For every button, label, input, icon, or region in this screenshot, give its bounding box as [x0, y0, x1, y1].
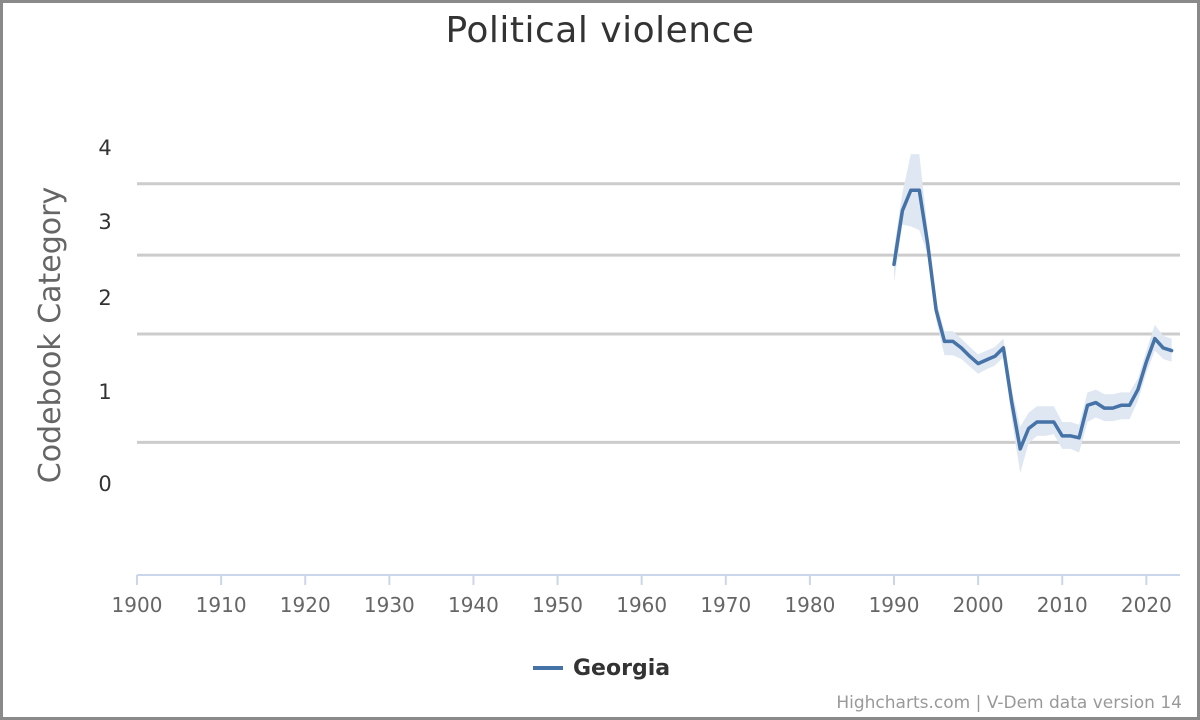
- series-line-georgia: [892, 188, 1174, 451]
- x-tick-label: 2010: [1037, 593, 1088, 617]
- x-tick-label: 1950: [532, 593, 583, 617]
- band-layer: [894, 154, 1172, 473]
- grid-layer: [137, 182, 1180, 444]
- y-tick-label: 0: [98, 472, 111, 496]
- line-layer: [892, 188, 1174, 451]
- y-tick-label: 4: [98, 136, 111, 160]
- x-tick-label: 1970: [700, 593, 751, 617]
- x-tick-label: 1920: [280, 593, 331, 617]
- y-tick-label: 2: [98, 286, 111, 310]
- x-tick-label: 1930: [364, 593, 415, 617]
- y-tick-label: 3: [98, 210, 111, 234]
- y-tick-label: 1: [98, 380, 111, 404]
- x-tick-label: 1960: [616, 593, 667, 617]
- x-tick-label: 2000: [953, 593, 1004, 617]
- axis-layer: 4 3 2 1 0 1900 1910 1920 1930 1940 1950 1960 1970 198…: [98, 136, 1180, 617]
- x-tick-label: 1980: [784, 593, 835, 617]
- y-axis-title: Codebook Category: [33, 187, 68, 484]
- chart-title: Political violence: [445, 10, 755, 51]
- x-tick-label: 2020: [1121, 593, 1172, 617]
- x-tick-label: 1910: [196, 593, 247, 617]
- legend[interactable]: Georgia: [533, 656, 670, 681]
- x-tick-label: 1990: [869, 593, 920, 617]
- confidence-band: [894, 154, 1172, 473]
- x-tick-label: 1900: [112, 593, 163, 617]
- legend-series-label[interactable]: Georgia: [573, 656, 670, 681]
- credits-text[interactable]: Highcharts.com | V-Dem data version 14: [836, 693, 1182, 713]
- x-tick-label: 1940: [448, 593, 499, 617]
